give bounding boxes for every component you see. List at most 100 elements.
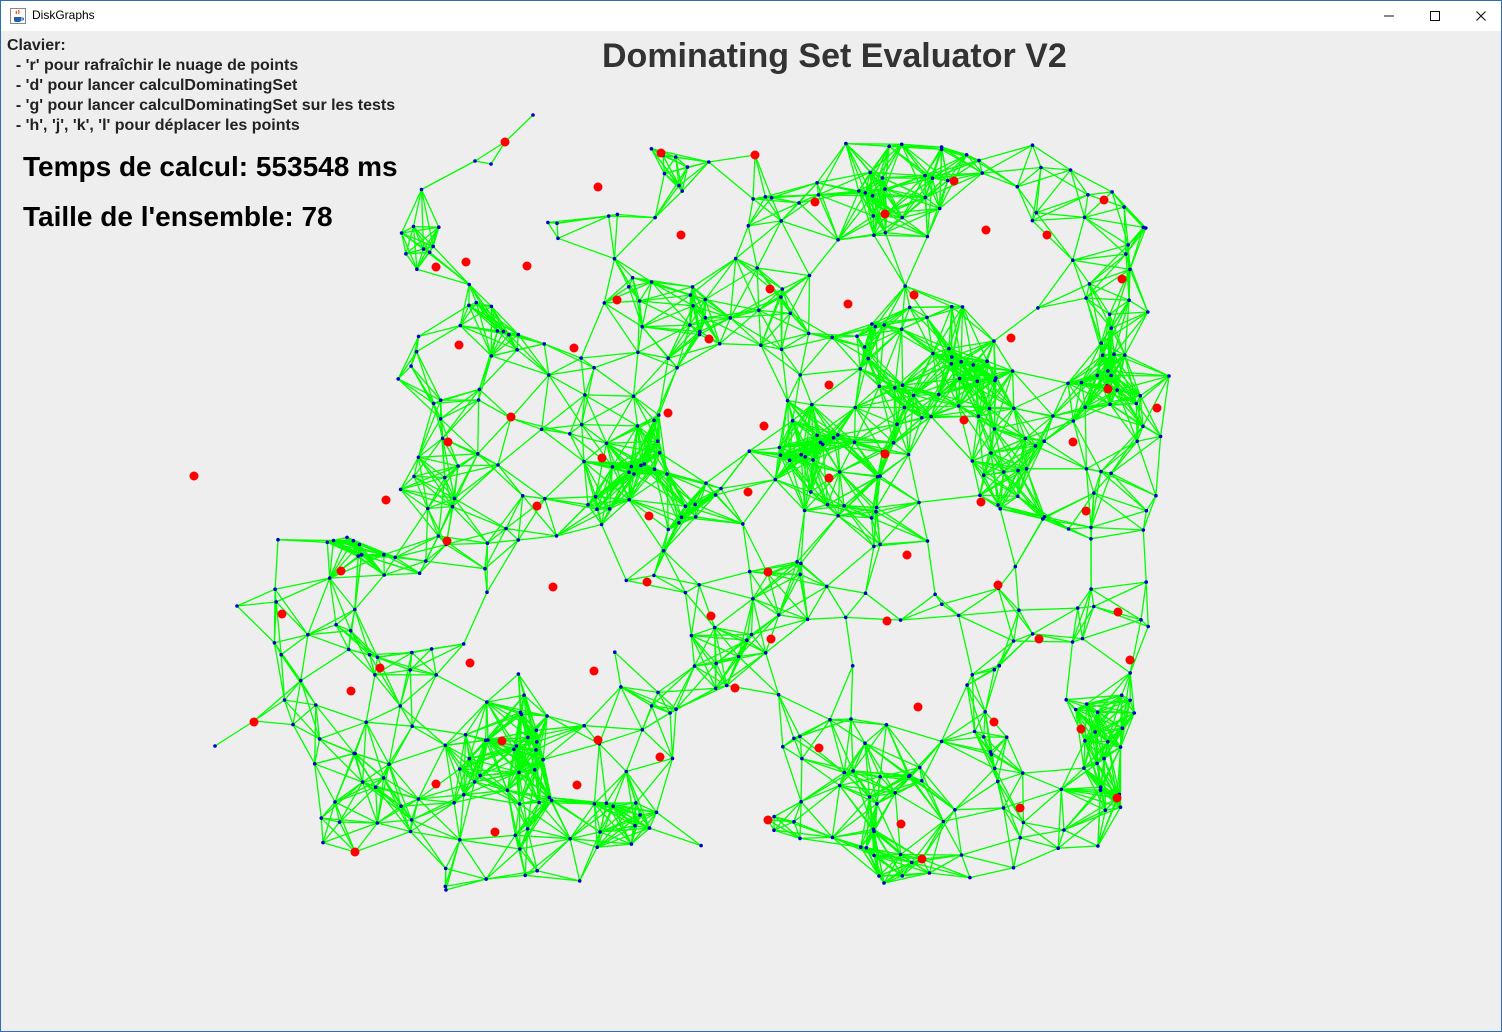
graph-node [1020, 771, 1025, 775]
dominating-node [1113, 607, 1123, 617]
graph-edge [1086, 468, 1102, 473]
graph-edge [284, 699, 321, 740]
graph-node [1011, 639, 1016, 643]
graph-edge [1089, 244, 1129, 285]
graph-node [693, 515, 698, 519]
graph-edge [394, 556, 420, 574]
graph-edge [236, 605, 275, 644]
graph-edge [1077, 607, 1084, 639]
graph-edge [720, 478, 776, 490]
graph-edge [283, 699, 294, 725]
graph-edge [780, 220, 811, 276]
graph-node [883, 230, 888, 235]
title-bar[interactable]: DiskGraphs [1, 1, 1501, 31]
dominating-node [597, 453, 607, 463]
graph-edge [1086, 703, 1096, 733]
graph-edge [525, 874, 580, 882]
graph-edge [354, 574, 385, 610]
graph-edge [720, 488, 744, 525]
graph-edge [875, 501, 920, 513]
graph-node [1109, 373, 1113, 378]
graph-canvas[interactable]: Clavier: - 'r' pour rafraîchir le nuage … [1, 31, 1501, 1031]
graph-edge [524, 838, 571, 876]
graph-edge [1083, 194, 1089, 218]
graph-node [634, 801, 638, 805]
graph-edge [978, 407, 1014, 417]
graph-edge [907, 417, 923, 455]
graph-edge [896, 385, 904, 425]
close-button[interactable] [1458, 1, 1501, 31]
graph-edge [319, 738, 364, 783]
graph-edge [400, 488, 429, 510]
graph-edge [663, 156, 677, 174]
graph-edge [951, 356, 960, 407]
graph-node [800, 756, 804, 761]
graph-edge [760, 344, 801, 376]
graph-node [992, 667, 997, 672]
graph-edge [778, 614, 808, 620]
graph-node [692, 664, 697, 668]
graph-edge [715, 494, 744, 525]
set-size-label: Taille de l'ensemble: 78 [23, 201, 333, 232]
maximize-button[interactable] [1412, 1, 1458, 31]
graph-edge [419, 544, 447, 574]
graph-edge [993, 640, 1015, 671]
graph-edge [662, 154, 676, 158]
graph-edge [883, 285, 906, 326]
graph-edge [800, 368, 861, 376]
graph-edge [879, 776, 896, 794]
dominating-node [1103, 384, 1113, 394]
graph-edge [613, 258, 630, 288]
graph-edge [1159, 375, 1170, 437]
graph-node [353, 607, 357, 612]
graph-edge [1090, 529, 1144, 540]
graph-edge [997, 781, 1024, 823]
graph-edge [1128, 299, 1149, 313]
graph-edge [1135, 375, 1170, 404]
graph-edge [1071, 606, 1095, 643]
graph-edge [320, 801, 336, 819]
graph-node [810, 402, 814, 407]
graph-node [1099, 341, 1103, 345]
graph-edge [1077, 605, 1094, 609]
graph-edge [993, 377, 997, 429]
graph-edge [633, 440, 659, 475]
graph-edge [811, 403, 856, 409]
graph-edge [253, 680, 302, 722]
graph-edge [1057, 789, 1062, 849]
graph-edge [1110, 472, 1147, 512]
graph-edge [1095, 727, 1123, 733]
graph-edge [519, 712, 529, 738]
graph-edge [1080, 342, 1102, 383]
graph-edge [1052, 415, 1074, 422]
graph-node [582, 459, 586, 464]
graph-edge [1072, 217, 1086, 261]
graph-edge [704, 267, 758, 301]
graph-edge [625, 729, 643, 772]
graph-edge [692, 298, 706, 307]
graph-node [360, 780, 365, 784]
dominating-node [1081, 506, 1091, 516]
graph-edge [901, 143, 949, 182]
graph-edge [388, 764, 402, 807]
graph-edge [594, 803, 614, 807]
graph-edge [993, 428, 1028, 470]
graph-edge [994, 767, 1023, 774]
graph-edge [865, 796, 871, 848]
graph-node [1010, 369, 1015, 373]
graph-edge [837, 434, 841, 472]
graph-node [949, 362, 954, 366]
graph-edge [1075, 709, 1098, 764]
graph-edge [1067, 354, 1104, 384]
graph-node [798, 836, 802, 841]
minimize-button[interactable] [1366, 1, 1412, 31]
graph-node [631, 394, 636, 399]
graph-node [733, 256, 738, 261]
graph-edge [961, 306, 974, 366]
graph-edge [838, 234, 874, 241]
graph-edge [453, 768, 461, 803]
graph-edge [468, 305, 492, 357]
graph-edge [625, 771, 636, 826]
graph-edge [656, 811, 702, 847]
graph-edge [756, 267, 760, 311]
